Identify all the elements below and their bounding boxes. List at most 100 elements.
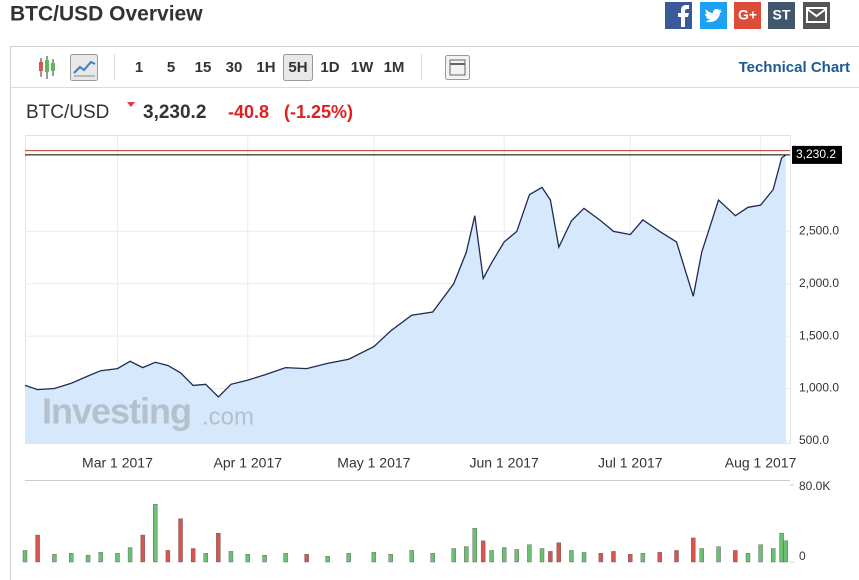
icon-bg — [768, 2, 795, 29]
interval-button[interactable]: 1D — [320, 59, 339, 76]
icon-part — [51, 63, 55, 71]
plot: Mar 1 2017 Apr 1 2017 May 1 2017 Jun 1 2017… — [22, 135, 842, 563]
interval-button[interactable]: 5 — [167, 59, 175, 76]
icon-glyph — [705, 9, 722, 23]
volume-bar — [514, 549, 519, 563]
volume-bar — [430, 553, 435, 563]
interval-button[interactable]: 30 — [226, 59, 243, 76]
share-email[interactable] — [803, 2, 830, 29]
x-tick-label: May 1 2017 — [337, 455, 410, 471]
volume-bar — [69, 553, 74, 563]
volume-bar — [716, 546, 721, 563]
volume-bar — [779, 532, 784, 563]
y-tick-label: 500.0 — [799, 433, 829, 447]
volume-bar — [548, 551, 553, 563]
volume-bar — [190, 548, 196, 563]
share-facebook[interactable] — [665, 2, 692, 29]
technical-chart-link[interactable]: Technical Chart — [739, 59, 850, 76]
line-button[interactable] — [70, 54, 98, 81]
x-tick-label: Aug 1 2017 — [725, 455, 797, 471]
volume-bar — [674, 550, 679, 563]
volume-tick-label: 80.0K — [799, 479, 830, 493]
volume-bar — [245, 554, 250, 563]
icon-glyph — [806, 7, 827, 23]
icon-text: ST — [773, 7, 791, 23]
quote-symbol: BTC/USD — [26, 102, 109, 123]
share-stocktwits[interactable]: ST — [768, 2, 795, 29]
interval-button[interactable]: 1H — [256, 59, 275, 76]
volume-bar — [153, 504, 158, 563]
volume-bar — [127, 547, 133, 563]
button-bg — [70, 54, 98, 81]
interval-label: 15 — [195, 59, 212, 76]
interval-button[interactable]: 15 — [195, 59, 212, 76]
y-tick-label: 2,500.0 — [799, 224, 839, 238]
volume-bar — [733, 550, 738, 563]
interval-label: 30 — [226, 59, 243, 76]
volume-bar — [409, 550, 414, 563]
volume-bar — [628, 554, 633, 563]
icon-bg — [734, 2, 761, 29]
page-title: BTC/USD Overview — [10, 3, 203, 26]
volume-bar — [178, 518, 183, 563]
share-twitter[interactable] — [700, 2, 727, 29]
icon-part — [45, 60, 49, 72]
volume-bar — [556, 542, 562, 563]
quote-price: 3,230.2 — [143, 102, 206, 123]
price-line — [24, 154, 787, 398]
volume-bar — [304, 554, 309, 563]
watermark-brand: Investing — [42, 391, 191, 432]
volume-bar — [346, 553, 351, 563]
volume-bar — [770, 548, 776, 563]
interval-group: 1 5 15 30 1H 5H 1D 1W 1M — [135, 54, 405, 81]
settings-button[interactable] — [445, 55, 470, 80]
y-tick-label: 1,500.0 — [799, 328, 839, 342]
interval-button[interactable]: 1W — [351, 59, 374, 76]
volume-bar — [464, 546, 469, 563]
interval-label: 1D — [320, 59, 339, 76]
volume-bar — [501, 547, 507, 563]
quote-change: -40.8 — [228, 102, 269, 122]
volume-bar — [325, 556, 330, 563]
interval-button[interactable]: 5H — [283, 54, 313, 81]
volume-bar — [98, 552, 103, 563]
volume-bar — [598, 553, 604, 563]
volume-bar — [228, 551, 234, 563]
volume-bar — [140, 534, 145, 563]
volume-bar — [699, 548, 704, 563]
icon-glyph — [73, 60, 96, 74]
volume-bar — [388, 554, 393, 563]
volume-bar — [165, 550, 171, 563]
x-tick-label: Mar 1 2017 — [82, 455, 153, 471]
interval-label: 1M — [384, 59, 405, 76]
volume-bar — [203, 553, 208, 563]
icon-text: G+ — [738, 7, 757, 23]
area-fill — [25, 154, 786, 443]
volume-bar — [581, 552, 587, 563]
interval-button[interactable]: 1 — [135, 59, 143, 76]
volume-bar — [22, 550, 28, 563]
interval-label: 5 — [167, 59, 175, 76]
icon-glyph — [806, 8, 827, 18]
candlestick-button[interactable] — [39, 56, 55, 79]
volume-bar — [691, 537, 696, 563]
volume-tick-label: 0 — [799, 549, 806, 563]
volume-bar — [451, 548, 456, 563]
volume-bar — [527, 544, 532, 563]
last-price-badge — [792, 145, 842, 164]
volume-bar — [611, 551, 616, 563]
volume-bar — [489, 550, 494, 563]
volume-bar — [745, 553, 751, 563]
volume-bar — [52, 554, 57, 563]
y-tick-label: 2,000.0 — [799, 276, 839, 290]
y-tick-label: 1,000.0 — [799, 381, 839, 395]
plot-frame — [25, 135, 791, 444]
volume-bar — [640, 553, 646, 563]
share-google[interactable]: G+ — [734, 2, 761, 29]
interval-button[interactable]: 1M — [384, 59, 405, 76]
interval-label: 1 — [135, 59, 143, 76]
volume-bar — [569, 550, 574, 563]
volume-bar — [85, 555, 91, 563]
volume-bar — [657, 552, 662, 563]
